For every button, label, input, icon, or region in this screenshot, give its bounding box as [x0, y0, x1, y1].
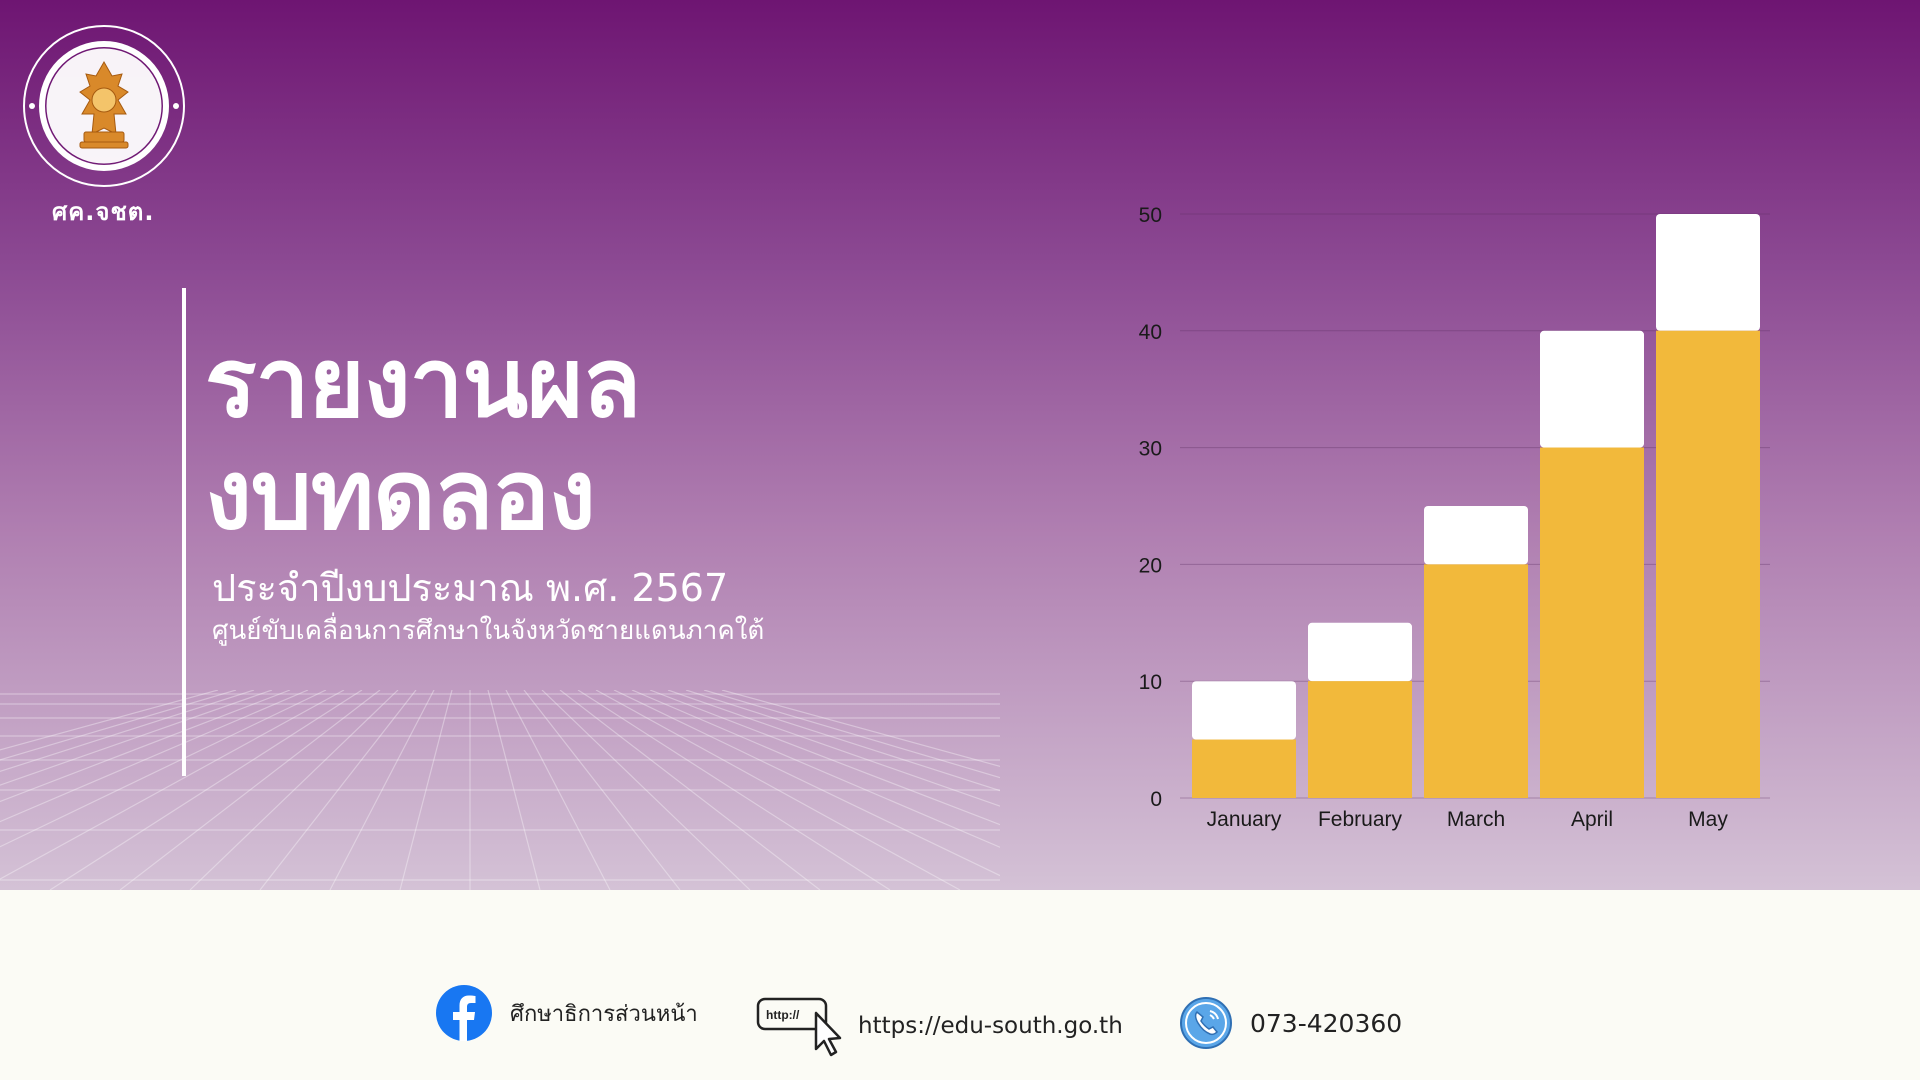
title-line-1: รายงานผล — [205, 327, 641, 439]
bar-lower-overlay — [1540, 447, 1644, 798]
subtitle-fiscal-year: ประจำปีงบประมาณ พ.ศ. 2567 — [212, 566, 729, 610]
y-tick-label: 20 — [1139, 554, 1162, 577]
stacked-bar-chart: 0 10 20 30 40 50 January February March April May — [1139, 204, 1770, 831]
perspective-grid — [0, 690, 1000, 890]
bar-upper — [1540, 330, 1644, 448]
emblem-logo — [23, 25, 185, 187]
title-divider — [182, 288, 186, 776]
phone-icon — [1180, 997, 1232, 1049]
title-line-2: งบทดลอง — [205, 439, 596, 551]
footer-website[interactable]: http:// https://edu-south.go.th — [756, 995, 1123, 1057]
bar-upper — [1656, 214, 1760, 331]
bar-lower-overlay — [1424, 564, 1528, 798]
logo-abbreviation: ศค.จชต. — [52, 198, 155, 226]
website-url: https://edu-south.go.th — [858, 1013, 1123, 1039]
web-icon-text: http:// — [766, 1008, 800, 1022]
bar-lower-overlay — [1308, 681, 1412, 798]
bar-lower-overlay — [1656, 330, 1760, 798]
y-tick-label: 30 — [1139, 438, 1162, 461]
footer-phone[interactable]: 073-420360 — [1180, 997, 1402, 1049]
web-cursor-icon: http:// — [756, 997, 842, 1057]
footer-facebook[interactable]: ศึกษาธิการส่วนหน้า — [436, 985, 698, 1041]
bar-upper — [1308, 622, 1412, 682]
subtitle-organization: ศูนย์ขับเคลื่อนการศึกษาในจังหวัดชายแดนภา… — [212, 616, 765, 646]
x-tick-label: February — [1318, 808, 1403, 831]
x-tick-label: April — [1571, 808, 1613, 831]
facebook-label: ศึกษาธิการส่วนหน้า — [510, 1001, 698, 1027]
y-tick-label: 0 — [1150, 788, 1162, 811]
y-tick-label: 50 — [1139, 204, 1162, 227]
phone-number: 073-420360 — [1250, 1008, 1403, 1038]
y-tick-label: 10 — [1139, 671, 1162, 694]
x-tick-label: May — [1688, 808, 1728, 831]
x-tick-label: March — [1447, 808, 1505, 831]
bar-lower-overlay — [1192, 739, 1296, 798]
bar-upper — [1192, 681, 1296, 740]
x-tick-label: January — [1207, 808, 1282, 831]
facebook-icon — [436, 985, 492, 1041]
bar-upper — [1424, 506, 1528, 565]
footer-bar — [0, 890, 1920, 1080]
y-tick-label: 40 — [1139, 321, 1162, 344]
